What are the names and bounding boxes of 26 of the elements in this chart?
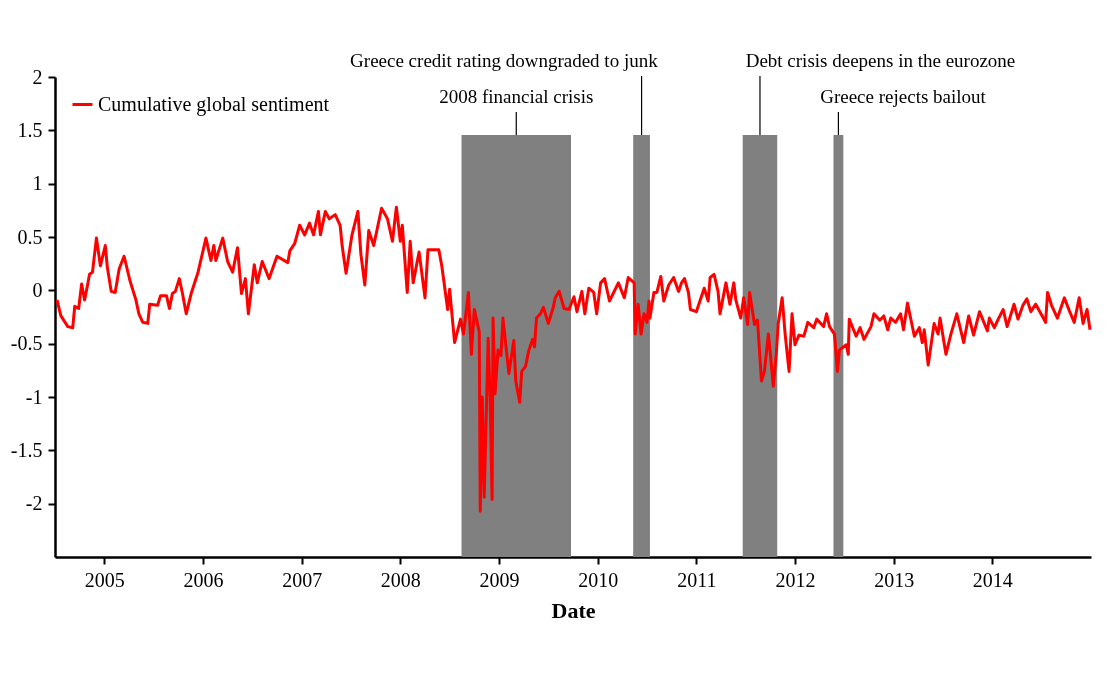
x-tick-label: 2008 bbox=[380, 568, 421, 591]
x-tick-label: 2014 bbox=[972, 568, 1013, 591]
band-label: Greece rejects bailout bbox=[820, 86, 987, 107]
legend-label: Cumulative global sentiment bbox=[98, 92, 330, 116]
x-axis-title: Date bbox=[551, 597, 596, 623]
x-tick-label: 2006 bbox=[183, 568, 224, 591]
x-tick-label: 2011 bbox=[677, 568, 717, 591]
x-tick-label: 2010 bbox=[578, 568, 619, 591]
band-label: Greece credit rating downgraded to junk bbox=[350, 50, 659, 71]
y-tick-label: -1.5 bbox=[10, 438, 43, 461]
line-series bbox=[55, 205, 1092, 513]
y-tick-label: -0.5 bbox=[10, 332, 43, 355]
y-tick-label: 1 bbox=[32, 172, 43, 195]
y-tick-label: -2 bbox=[25, 492, 43, 515]
x-tick-label: 2009 bbox=[479, 568, 520, 591]
band-label: Debt crisis deepens in the eurozone bbox=[745, 50, 1016, 71]
y-tick-label: 2 bbox=[32, 65, 43, 88]
y-tick-label: -1 bbox=[25, 385, 43, 408]
y-tick-label: 1.5 bbox=[17, 118, 43, 141]
y-tick-label: 0.5 bbox=[17, 225, 43, 248]
y-tick-label: 0 bbox=[32, 278, 43, 301]
x-tick-label: 2013 bbox=[874, 568, 915, 591]
x-tick-label: 2007 bbox=[282, 568, 323, 591]
x-tick-label: 2005 bbox=[84, 568, 125, 591]
x-tick-label: 2012 bbox=[775, 568, 816, 591]
band-label: 2008 financial crisis bbox=[439, 86, 594, 107]
